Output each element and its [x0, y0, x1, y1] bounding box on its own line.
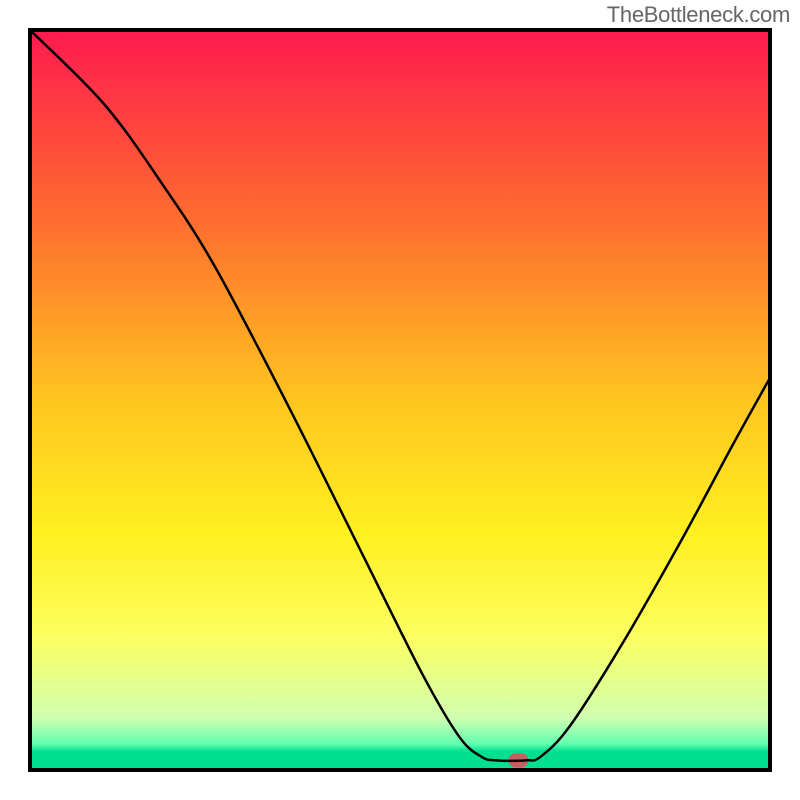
plot-area: [30, 30, 770, 770]
gradient-background: [30, 30, 770, 770]
chart-root: { "watermark": { "text": "TheBottleneck.…: [0, 0, 800, 800]
bottleneck-chart: [0, 0, 800, 800]
